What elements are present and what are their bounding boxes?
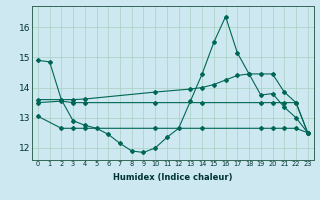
X-axis label: Humidex (Indice chaleur): Humidex (Indice chaleur) <box>113 173 233 182</box>
